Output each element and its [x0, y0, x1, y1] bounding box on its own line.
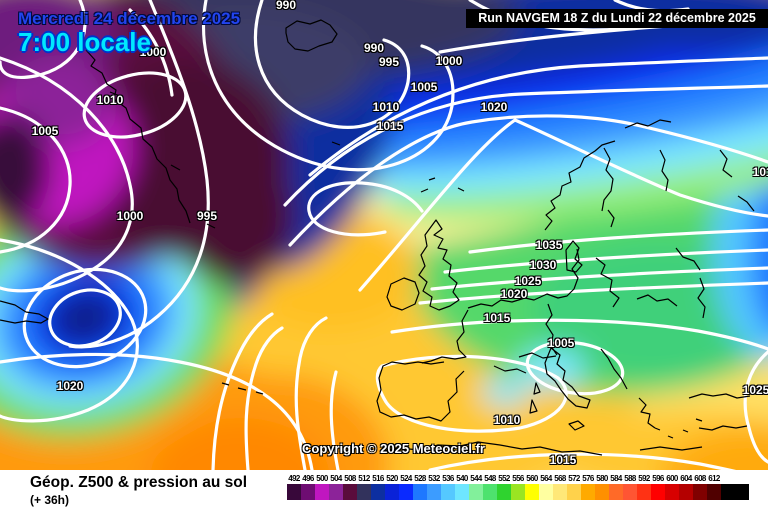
colorbar-stop: 572: [567, 474, 581, 500]
colorbar-stop: 564: [539, 474, 553, 500]
datetime-block: Mercredi 24 décembre 2025 7:00 locale: [18, 10, 240, 56]
colorbar-stop: 592: [637, 474, 651, 500]
forecast-lead-time: (+ 36h): [30, 493, 70, 507]
colorbar-stop: 600: [665, 474, 679, 500]
colorbar-stop: 504: [329, 474, 343, 500]
colorbar-stop: 532: [427, 474, 441, 500]
colorbar-stop: 512: [357, 474, 371, 500]
colorbar-stop: 588: [623, 474, 637, 500]
colorbar-stop: 544: [469, 474, 483, 500]
colorbar-stop: 604: [679, 474, 693, 500]
colorbar-stop: 580: [595, 474, 609, 500]
colorbar-stop: 584: [609, 474, 623, 500]
colorbar-stop: 492: [287, 474, 301, 500]
chart-title: Géop. Z500 & pression au sol: [30, 474, 248, 491]
valid-date-text: Mercredi 24 décembre 2025: [18, 9, 241, 28]
colorbar-stop: 548: [483, 474, 497, 500]
weather-map: [0, 0, 768, 472]
legend-bar: Géop. Z500 & pression au sol (+ 36h) 492…: [0, 470, 768, 512]
colorbar-stop: 608: [693, 474, 707, 500]
colorbar-stop: 596: [651, 474, 665, 500]
model-run-bar: Run NAVGEM 18 Z du Lundi 22 décembre 202…: [466, 9, 768, 28]
colorbar-stop: 520: [385, 474, 399, 500]
valid-time-text: 7:00 locale: [18, 26, 151, 57]
colorbar-stop: 552: [497, 474, 511, 500]
colorbar-stop: 508: [343, 474, 357, 500]
colorbar-stop: 536: [441, 474, 455, 500]
colorbar-stop: 540: [455, 474, 469, 500]
colorbar-stop: 496: [301, 474, 315, 500]
coastlines: [0, 19, 755, 456]
colorbar: 492 496 500 504 508 512 516 520 524 528 532 536 540 5…: [287, 474, 749, 500]
colorbar-stop: 560: [525, 474, 539, 500]
isobar-contours: [0, 0, 768, 472]
colorbar-stop: 500: [315, 474, 329, 500]
copyright-text: Copyright © 2025 Meteociel.fr: [302, 441, 485, 456]
colorbar-stop: 516: [371, 474, 385, 500]
colorbar-stop: 556: [511, 474, 525, 500]
colorbar-stop: 568: [553, 474, 567, 500]
colorbar-stop: 524: [399, 474, 413, 500]
colorbar-stop: 576: [581, 474, 595, 500]
model-run-text: Run NAVGEM 18 Z du Lundi 22 décembre 202…: [478, 11, 756, 25]
colorbar-stop: [721, 474, 749, 500]
colorbar-stop: 612: [707, 474, 721, 500]
colorbar-stop: 528: [413, 474, 427, 500]
